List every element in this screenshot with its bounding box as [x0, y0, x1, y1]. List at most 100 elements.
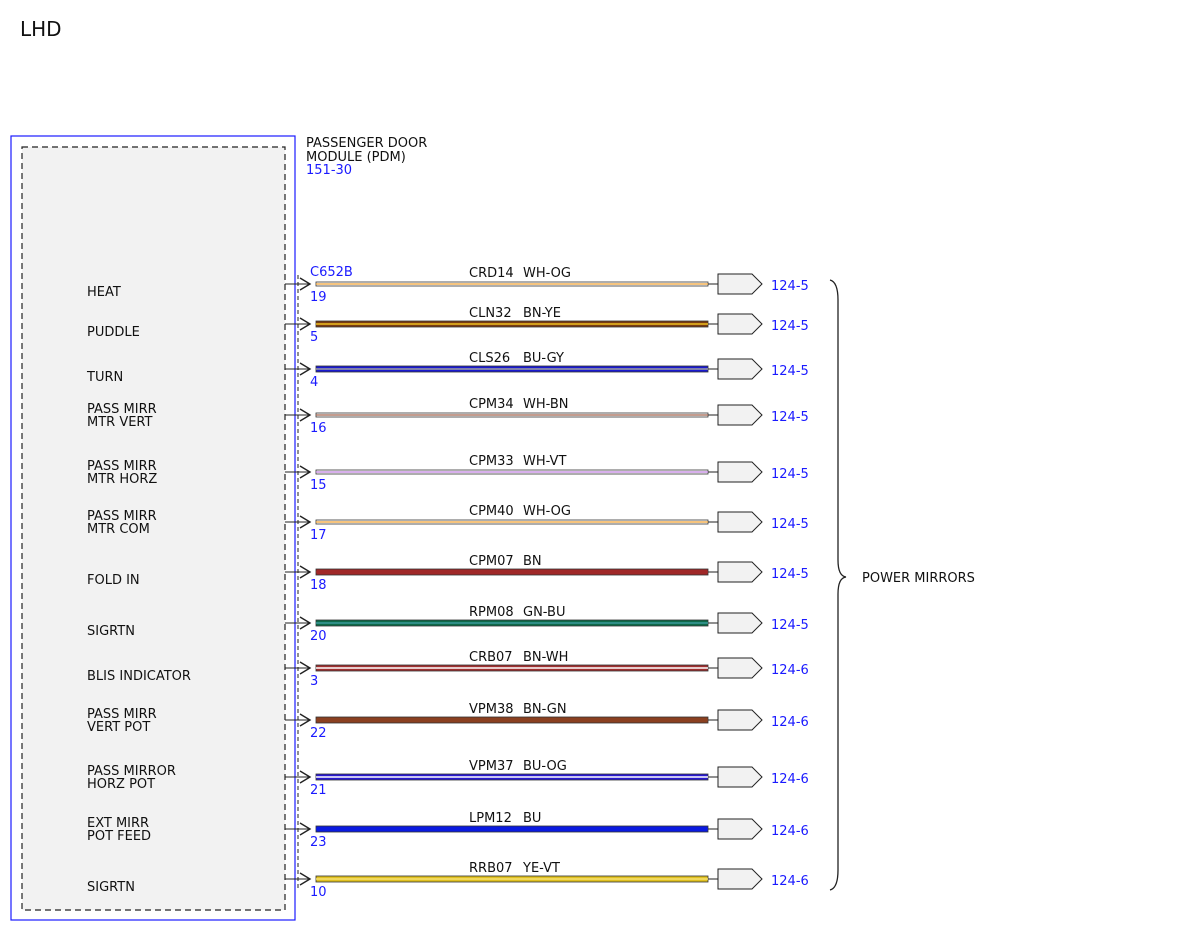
pin-arrow-icon: [299, 616, 312, 630]
connector-icon: [717, 657, 763, 679]
circuit-id: CRB07: [469, 650, 513, 665]
page-ref: 124-5: [771, 618, 809, 633]
pin-arrow-icon: [299, 822, 312, 836]
circuit-id: CPM34: [469, 397, 514, 412]
signal-label: MTR HORZ: [87, 472, 157, 487]
signal-label: VERT POT: [87, 720, 150, 735]
signal-label: PASS MIRR: [87, 509, 157, 524]
signal-label: MTR COM: [87, 522, 150, 537]
wire-color-code: BU-OG: [523, 759, 567, 774]
circuit-id: CPM07: [469, 554, 514, 569]
page-ref: 124-5: [771, 410, 809, 425]
group-brace: [829, 279, 847, 891]
pin-number: 20: [310, 629, 327, 644]
connector-icon: [717, 561, 763, 583]
connector-icon: [717, 612, 763, 634]
page-ref: 124-6: [771, 663, 809, 678]
signal-label: POT FEED: [87, 829, 151, 844]
pin-number: 21: [310, 783, 327, 798]
circuit-id: CPM40: [469, 504, 514, 519]
pin-arrow-icon: [299, 465, 312, 479]
signal-label: SIGRTN: [87, 624, 135, 639]
connector-icon: [717, 511, 763, 533]
pin-arrow-icon: [299, 362, 312, 376]
signal-label: MTR VERT: [87, 415, 153, 430]
pin-arrow-icon: [299, 713, 312, 727]
connector-id: C652B: [310, 265, 353, 280]
wire-color-code: GN-BU: [523, 605, 565, 620]
signal-label: EXT MIRR: [87, 816, 149, 831]
signal-label: PASS MIRR: [87, 402, 157, 417]
page-ref: 124-6: [771, 715, 809, 730]
signal-label: TURN: [86, 370, 123, 385]
circuit-id: RRB07: [469, 861, 513, 876]
module-name-line1: PASSENGER DOOR: [306, 136, 427, 151]
pin-number: 5: [310, 330, 318, 345]
destination-label: POWER MIRRORS: [862, 571, 975, 586]
pin-number: 16: [310, 421, 327, 436]
wire-color-code: WH-OG: [523, 504, 571, 519]
module-body: [21, 146, 286, 911]
signal-label: PUDDLE: [87, 325, 140, 340]
signal-label: HORZ POT: [87, 777, 155, 792]
pin-arrow-icon: [299, 317, 312, 331]
pin-number: 15: [310, 478, 327, 493]
pin-number: 19: [310, 290, 327, 305]
connector-icon: [717, 766, 763, 788]
pin-arrow-icon: [299, 515, 312, 529]
module-ref: 151-30: [306, 163, 352, 178]
wire-color-code: BN-WH: [523, 650, 568, 665]
connector-icon: [717, 273, 763, 295]
circuit-id: CPM33: [469, 454, 514, 469]
circuit-id: CLS26: [469, 351, 510, 366]
connector-icon: [717, 868, 763, 890]
page-ref: 124-5: [771, 364, 809, 379]
wire-color-code: WH-OG: [523, 266, 571, 281]
pin-number: 4: [310, 375, 318, 390]
wire-color-code: BU: [523, 811, 541, 826]
page-title: LHD: [20, 17, 62, 41]
signal-label: FOLD IN: [87, 573, 140, 588]
page-ref: 124-5: [771, 467, 809, 482]
circuit-id: VPM38: [469, 702, 514, 717]
pin-number: 18: [310, 578, 327, 593]
circuit-id: RPM08: [469, 605, 514, 620]
page-ref: 124-5: [771, 279, 809, 294]
page-ref: 124-5: [771, 517, 809, 532]
wire-color-code: WH-BN: [523, 397, 569, 412]
signal-label: PASS MIRR: [87, 707, 157, 722]
pin-arrow-icon: [299, 661, 312, 675]
page-ref: 124-6: [771, 874, 809, 889]
pin-number: 23: [310, 835, 327, 850]
circuit-id: CLN32: [469, 306, 512, 321]
pin-number: 10: [310, 885, 327, 900]
page-ref: 124-6: [771, 824, 809, 839]
pin-arrow-icon: [299, 565, 312, 579]
wire-color-code: BN-GN: [523, 702, 567, 717]
wire-color-code: YE-VT: [522, 861, 560, 876]
connector-icon: [717, 404, 763, 426]
page-ref: 124-5: [771, 319, 809, 334]
page-ref: 124-6: [771, 772, 809, 787]
connector-icon: [717, 313, 763, 335]
pin-arrow-icon: [299, 872, 312, 886]
wire-color-code: BU-GY: [523, 351, 564, 366]
wire-color-code: BN-YE: [523, 306, 561, 321]
connector-icon: [717, 461, 763, 483]
pin-number: 22: [310, 726, 327, 741]
pin-arrow-icon: [299, 408, 312, 422]
module-name-line2: MODULE (PDM): [306, 150, 406, 165]
wire-color-code: WH-VT: [523, 454, 566, 469]
pin-number: 3: [310, 674, 318, 689]
pin-number: 17: [310, 528, 327, 543]
signal-label: HEAT: [87, 285, 121, 300]
signal-label: BLIS INDICATOR: [87, 669, 191, 684]
module-outline: [10, 135, 296, 921]
circuit-list: HEAT 19 CRD14 WH-OG 124-5 PUDDLE 5 CLN32 BN-YE 12…: [86, 266, 809, 900]
pin-arrow-icon: [299, 770, 312, 784]
signal-label: PASS MIRR: [87, 459, 157, 474]
circuit-id: VPM37: [469, 759, 514, 774]
circuit-id: CRD14: [469, 266, 514, 281]
signal-label: PASS MIRROR: [87, 764, 176, 779]
